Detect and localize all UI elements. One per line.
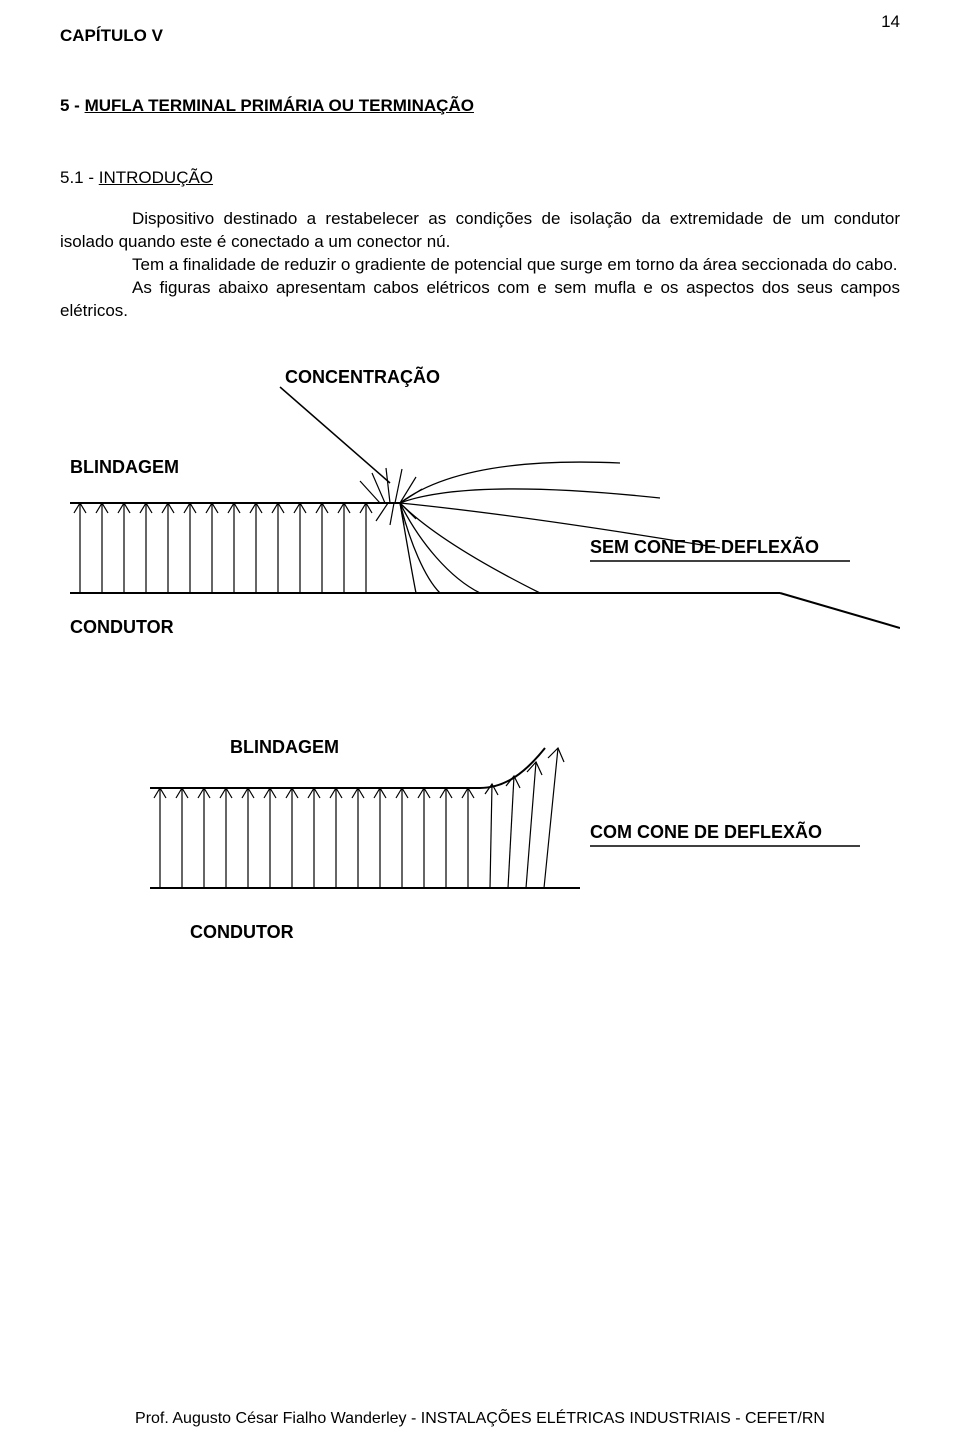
page-footer: Prof. Augusto César Fialho Wanderley - I…: [0, 1410, 960, 1428]
section-title-text: MUFLA TERMINAL PRIMÁRIA OU TERMINAÇÃO: [85, 96, 474, 115]
section-prefix: 5 -: [60, 96, 85, 115]
page-number: 14: [881, 12, 900, 32]
label-sem-cone: SEM CONE DE DEFLEXÃO: [590, 536, 819, 557]
section-title: 5 - MUFLA TERMINAL PRIMÁRIA OU TERMINAÇÃ…: [60, 96, 900, 116]
paragraph-3: As figuras abaixo apresentam cabos elétr…: [60, 278, 900, 320]
body-paragraphs: Dispositivo destinado a restabelecer as …: [60, 208, 900, 323]
label-blindagem-2: BLINDAGEM: [230, 737, 339, 757]
label-blindagem-1: BLINDAGEM: [70, 457, 179, 477]
diagram-sem-cone: CONCENTRAÇÃO BLINDAGEM SEM CONE DE DEFLE…: [60, 353, 900, 673]
paragraph-2: Tem a finalidade de reduzir o gradiente …: [132, 255, 898, 274]
subsection-title: 5.1 - INTRODUÇÃO: [60, 168, 900, 188]
subsection-prefix: 5.1 -: [60, 168, 99, 187]
label-condutor-2: CONDUTOR: [190, 922, 294, 942]
subsection-title-text: INTRODUÇÃO: [99, 168, 213, 187]
diagram-com-cone: BLINDAGEM COM CONE DE DEFLEXÃO CONDUTOR: [60, 718, 900, 978]
label-concentracao: CONCENTRAÇÃO: [285, 366, 440, 387]
label-com-cone: COM CONE DE DEFLEXÃO: [590, 821, 822, 842]
paragraph-1: Dispositivo destinado a restabelecer as …: [60, 209, 900, 251]
label-condutor-1: CONDUTOR: [70, 617, 174, 637]
chapter-title: CAPÍTULO V: [60, 26, 900, 46]
